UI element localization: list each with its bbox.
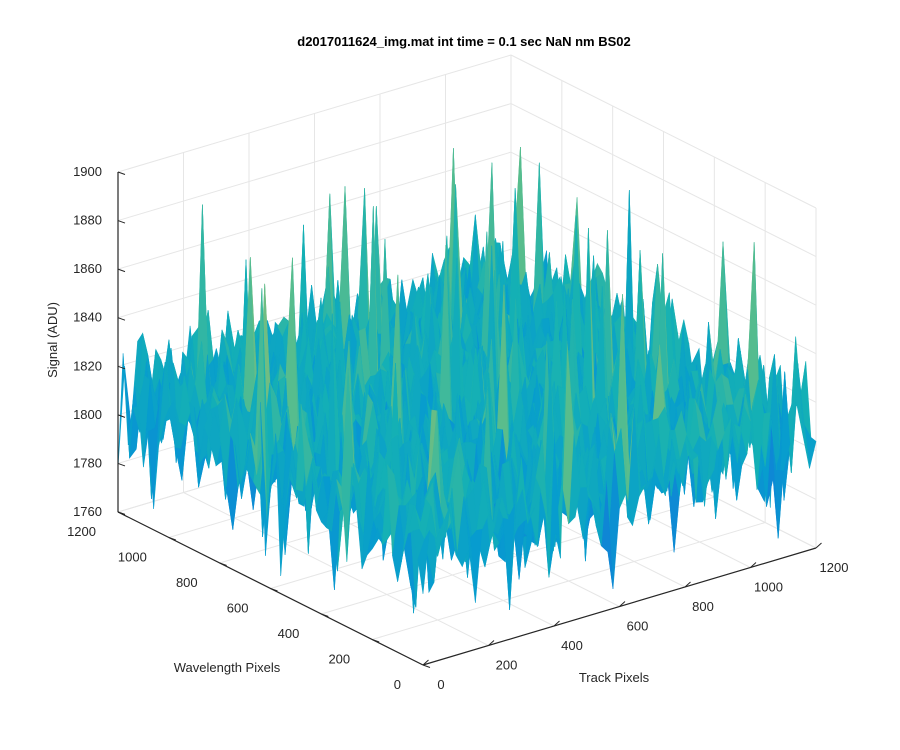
y-tick-mark bbox=[371, 639, 380, 643]
x-tick-label: 600 bbox=[627, 619, 649, 634]
x-tick-mark bbox=[488, 640, 495, 646]
z-tick-label: 1800 bbox=[73, 407, 102, 422]
x-axis-label: Track Pixels bbox=[579, 670, 650, 685]
grid-line bbox=[510, 151, 817, 306]
z-tick-label: 1840 bbox=[73, 310, 102, 325]
grid-line bbox=[117, 151, 512, 270]
y-tick-label: 1200 bbox=[67, 524, 96, 539]
z-tick-label: 1860 bbox=[73, 261, 102, 276]
z-tick-label: 1900 bbox=[73, 164, 102, 179]
y-tick-mark bbox=[321, 613, 329, 617]
y-tick-label: 400 bbox=[278, 626, 300, 641]
x-tick-mark bbox=[684, 581, 691, 588]
z-tick-mark bbox=[117, 365, 126, 370]
z-tick-label: 1760 bbox=[73, 504, 102, 519]
x-tick-label: 1200 bbox=[820, 560, 849, 575]
grid-line bbox=[117, 103, 512, 222]
z-tick-mark bbox=[117, 414, 126, 418]
chart-title: d2017011624_img.mat int time = 0.1 sec N… bbox=[297, 34, 630, 49]
y-tick-mark bbox=[219, 562, 227, 566]
grid-line bbox=[117, 54, 512, 173]
axes-tick-labels: 0 200 400 600 800 1000 1200 0 200 400 600 800 1000 12… bbox=[67, 164, 848, 692]
y-tick-mark bbox=[422, 664, 431, 668]
grid-line bbox=[510, 54, 817, 209]
z-tick-mark bbox=[117, 317, 126, 321]
x-tick-label: 200 bbox=[496, 658, 518, 673]
x-tick-label: 1000 bbox=[754, 580, 783, 595]
y-tick-label: 200 bbox=[328, 652, 350, 667]
x-tick-label: 0 bbox=[437, 677, 444, 692]
x-tick-label: 800 bbox=[692, 599, 714, 614]
y-tick-label: 800 bbox=[176, 575, 198, 590]
x-tick-mark bbox=[422, 659, 429, 666]
z-tick-mark bbox=[117, 462, 126, 467]
x-tick-mark bbox=[815, 542, 822, 549]
x-tick-mark bbox=[619, 601, 626, 607]
x-tick-mark bbox=[553, 620, 560, 627]
x-tick-mark bbox=[750, 562, 757, 568]
surface-cell bbox=[417, 530, 430, 594]
axes-lines bbox=[117, 171, 822, 668]
z-axis-label: Signal (ADU) bbox=[45, 302, 60, 378]
surface-mesh bbox=[117, 146, 817, 614]
y-axis-label: Wavelength Pixels bbox=[174, 660, 281, 675]
z-tick-label: 1820 bbox=[73, 358, 102, 373]
z-tick-mark bbox=[117, 220, 126, 224]
z-tick-label: 1780 bbox=[73, 455, 102, 470]
y-tick-label: 600 bbox=[227, 601, 249, 616]
x-tick-label: 400 bbox=[561, 638, 583, 653]
y-tick-mark bbox=[168, 537, 177, 541]
grid-line bbox=[372, 522, 766, 640]
z-tick-mark bbox=[117, 171, 126, 175]
z-tick-mark bbox=[117, 511, 126, 515]
y-tick-label: 0 bbox=[394, 677, 401, 692]
y-tick-mark bbox=[270, 588, 278, 592]
grid-line bbox=[510, 103, 817, 258]
grid-line bbox=[117, 200, 512, 319]
z-tick-label: 1880 bbox=[73, 213, 102, 228]
y-tick-label: 1000 bbox=[118, 550, 147, 565]
z-tick-mark bbox=[117, 268, 126, 273]
